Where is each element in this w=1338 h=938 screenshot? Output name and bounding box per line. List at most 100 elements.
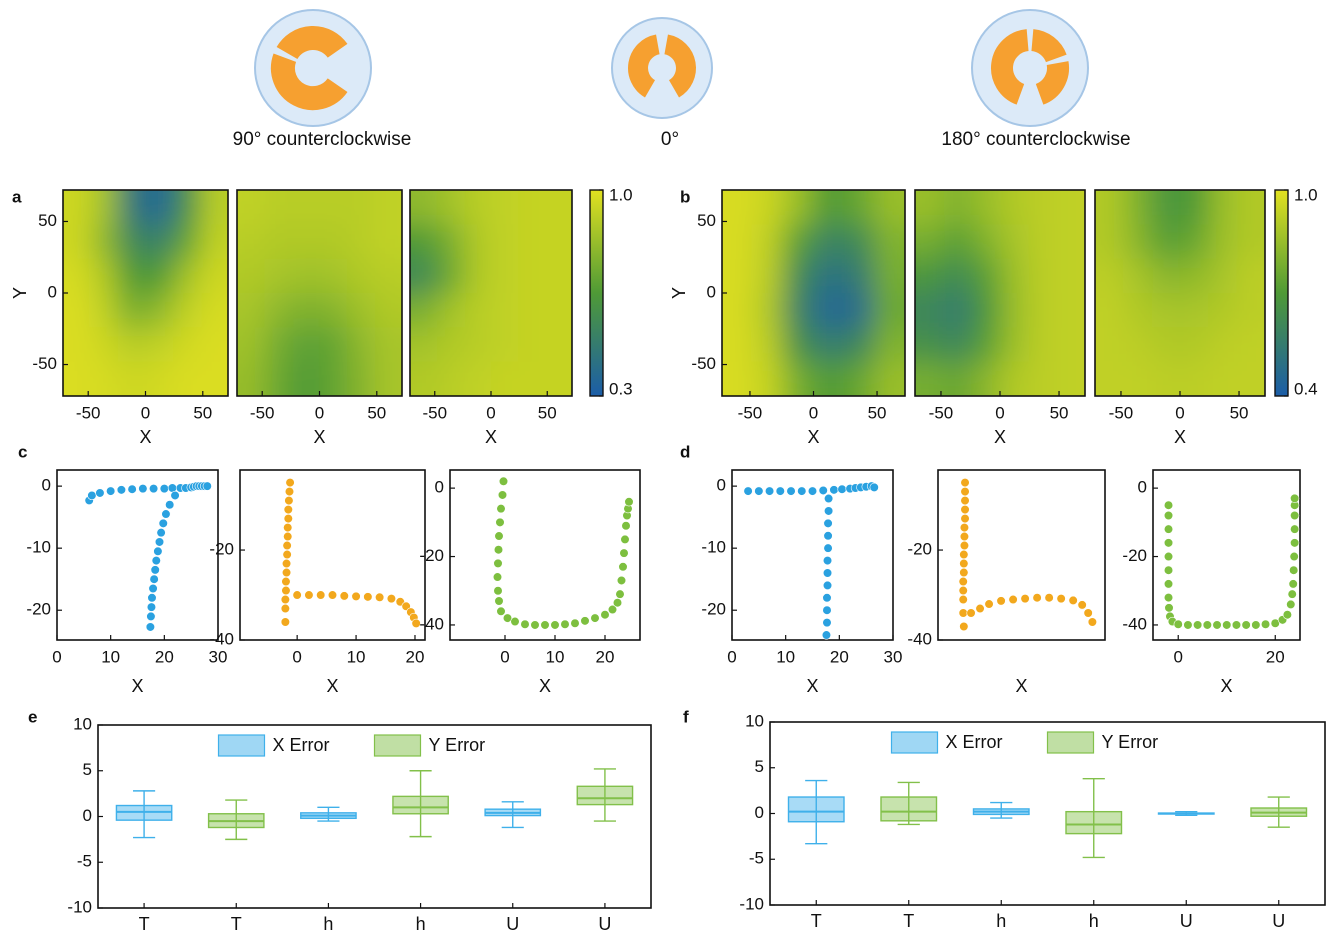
- trajectory-point: [976, 604, 985, 613]
- heatmap-cell: [1123, 150, 1152, 225]
- box: [881, 797, 937, 821]
- trajectory-point: [551, 621, 560, 630]
- heatmap-cell: [753, 362, 785, 437]
- heatmap-cell: [943, 150, 972, 225]
- x-tick-label: 50: [367, 403, 386, 422]
- trajectory-point: [511, 617, 520, 626]
- trajectory-point: [961, 505, 970, 514]
- y-tick-label: 0: [717, 476, 726, 495]
- trajectory-point: [340, 592, 349, 601]
- x-tick-label: 50: [1230, 403, 1249, 422]
- box: [789, 797, 845, 822]
- x-axis-label: X: [1015, 676, 1027, 696]
- trajectory-point: [755, 487, 764, 496]
- x-tick-label: 0: [52, 647, 61, 666]
- heatmap-cell: [682, 150, 754, 225]
- heatmap-cell: [844, 327, 876, 362]
- y-tick-label: 50: [38, 211, 57, 230]
- heatmap-cell: [1123, 224, 1152, 259]
- trajectory-point: [159, 519, 168, 528]
- trajectory-point: [1242, 621, 1251, 630]
- heatmap-cell: [173, 293, 202, 328]
- heatmap-cell: [1000, 362, 1029, 437]
- trajectory-point: [960, 532, 969, 541]
- heatmap-cell: [91, 224, 120, 259]
- heatmap-cell: [173, 327, 202, 362]
- trajectory-point: [364, 593, 373, 602]
- trajectory-point: [960, 559, 969, 568]
- y-tick-label: 0: [1138, 478, 1147, 497]
- heatmap-cell: [320, 259, 349, 294]
- heatmap-cell: [753, 224, 785, 259]
- x-axis-label: X: [1174, 427, 1186, 447]
- heatmap-cell: [292, 224, 321, 259]
- heatmap-cell: [814, 224, 846, 259]
- x-tick-label: h: [323, 914, 333, 934]
- trajectory-point: [591, 614, 600, 623]
- trajectory-point: [496, 518, 505, 527]
- x-tick-label: 30: [884, 647, 903, 666]
- trajectory-point: [1164, 525, 1173, 534]
- trajectory-point: [1045, 593, 1054, 602]
- heatmap-cell: [173, 259, 202, 294]
- x-tick-label: 0: [1175, 403, 1184, 422]
- trajectory-point: [797, 487, 806, 496]
- heatmap-cell: [783, 293, 815, 328]
- heatmap-cell: [464, 150, 492, 225]
- y-tick-label: 5: [83, 760, 92, 779]
- trajectory-point: [870, 483, 879, 492]
- y-tick-label: -50: [32, 354, 57, 373]
- y-tick-label: -40: [907, 629, 932, 648]
- heatmap-cell: [146, 362, 175, 437]
- heatmap-cell: [518, 327, 546, 362]
- trajectory-point: [985, 600, 994, 609]
- x-tick-label: T: [811, 911, 822, 931]
- colorbar: [590, 190, 603, 396]
- trajectory-point: [283, 541, 292, 550]
- heatmap-cell: [265, 259, 294, 294]
- trajectory-point: [959, 586, 968, 595]
- trajectory-point: [961, 487, 970, 496]
- x-tick-label: 0: [995, 403, 1004, 422]
- heatmap-cell: [320, 362, 349, 437]
- heatmap-cell: [753, 293, 785, 328]
- y-tick-label: -50: [691, 354, 716, 373]
- trajectory-point: [561, 620, 570, 629]
- trajectory-point: [960, 541, 969, 550]
- heatmap-cell: [265, 150, 294, 225]
- x-axis-label: X: [326, 676, 338, 696]
- trajectory-point: [165, 500, 174, 509]
- trajectory-point: [1252, 621, 1261, 630]
- trajectory-point: [155, 538, 164, 547]
- heatmap-cell: [1237, 224, 1306, 259]
- heatmap-cell: [265, 362, 294, 437]
- heatmap-cell: [753, 327, 785, 362]
- caption: 0°: [661, 129, 679, 150]
- y-tick-label: -40: [1122, 614, 1147, 633]
- heatmap-cell: [1000, 224, 1029, 259]
- caption: 180° counterclockwise: [941, 129, 1130, 150]
- heatmap-cell: [943, 224, 972, 259]
- trajectory-point: [1164, 539, 1173, 548]
- y-tick-label: 0: [707, 282, 716, 301]
- trajectory-point: [808, 487, 817, 496]
- trajectory-point: [162, 510, 171, 519]
- x-tick-label: U: [598, 914, 611, 934]
- heatmap-cell: [491, 259, 519, 294]
- heatmap-cell: [91, 362, 120, 437]
- trajectory-point: [830, 486, 839, 495]
- trajectory-point: [152, 556, 161, 565]
- heatmap-cell: [518, 293, 546, 328]
- y-tick-label: 0: [755, 803, 764, 822]
- heatmap-cell: [146, 150, 175, 225]
- trajectory-point: [1290, 539, 1299, 548]
- trajectory-point: [1164, 511, 1173, 520]
- trajectory-point: [147, 603, 156, 612]
- heatmap-cell: [943, 259, 972, 294]
- trajectory-point: [1069, 596, 1078, 605]
- heatmap-cell: [464, 259, 492, 294]
- y-tick-label: -10: [67, 897, 92, 916]
- heatmap-cell: [1152, 327, 1181, 362]
- x-axis-label: X: [994, 427, 1006, 447]
- heatmap-cell: [292, 362, 321, 437]
